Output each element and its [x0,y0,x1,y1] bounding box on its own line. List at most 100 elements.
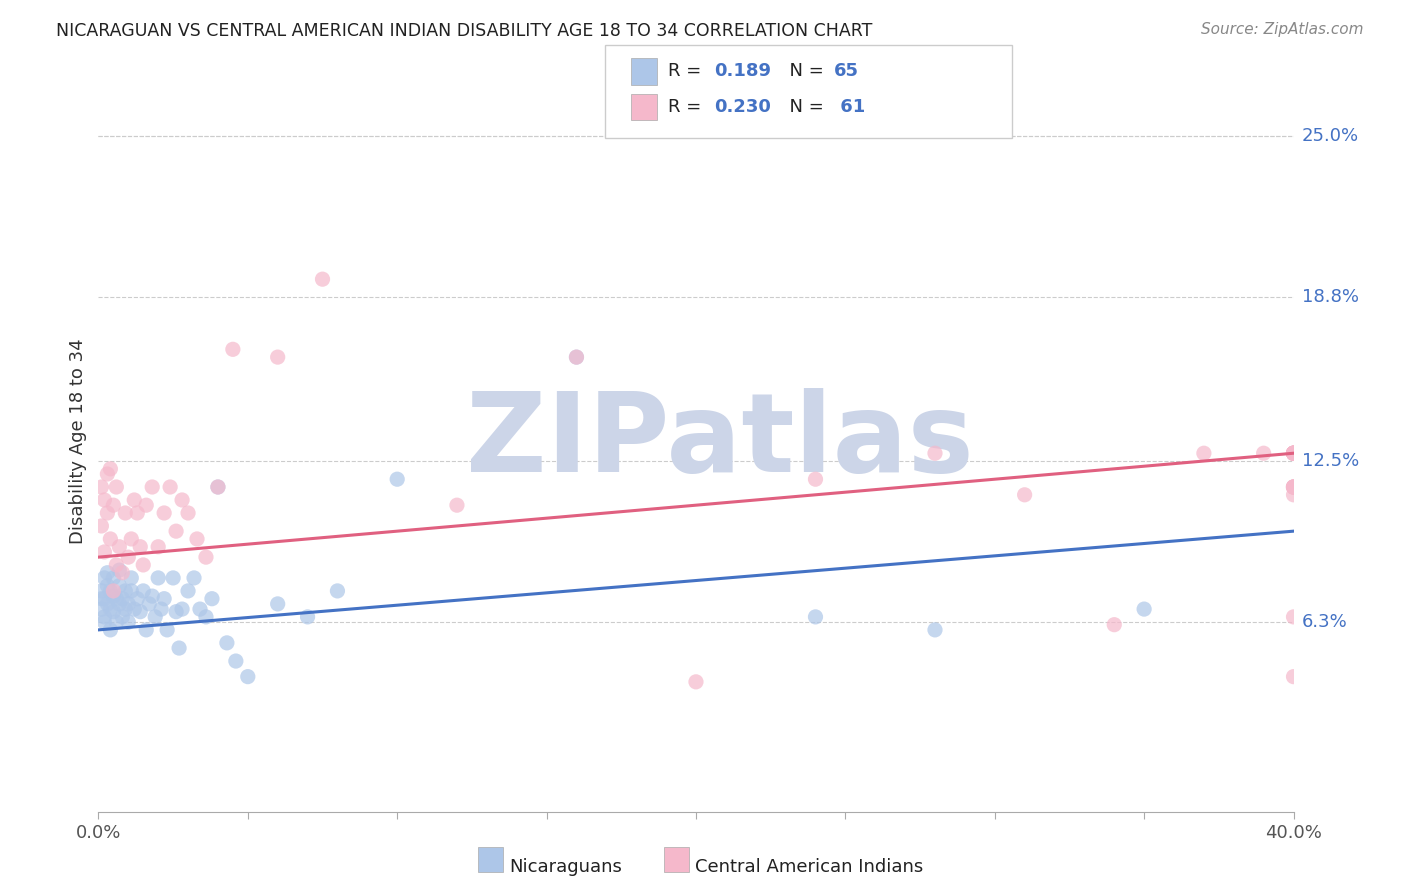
Point [1282,480,1305,494]
Point [201,591,224,606]
Point [105,480,128,494]
Point [195,550,218,565]
Point [1282,446,1305,460]
Point [1133,602,1156,616]
Point [120,583,142,598]
Point [326,583,349,598]
Point [96,597,118,611]
Point [172,493,194,508]
Point [685,674,707,689]
Point [103,498,125,512]
Point [1282,480,1305,494]
Point [195,610,218,624]
Point [96,506,118,520]
Point [135,623,157,637]
Y-axis label: Disability Age 18 to 34: Disability Age 18 to 34 [69,339,87,544]
Point [120,571,142,585]
Point [103,583,125,598]
Text: 12.5%: 12.5% [1302,452,1360,470]
Point [129,605,152,619]
Point [114,506,136,520]
Point [111,566,134,580]
Point [90,583,112,598]
Point [162,571,184,585]
Point [1282,446,1305,460]
Point [141,480,163,494]
Text: R =: R = [668,98,707,116]
Point [96,579,118,593]
Text: NICARAGUAN VS CENTRAL AMERICAN INDIAN DISABILITY AGE 18 TO 34 CORRELATION CHART: NICARAGUAN VS CENTRAL AMERICAN INDIAN DI… [56,22,873,40]
Point [98,532,122,546]
Point [297,610,319,624]
Point [167,641,190,656]
Point [153,506,176,520]
Point [924,446,946,460]
Point [93,615,115,629]
Point [93,610,115,624]
Point [1014,488,1036,502]
Point [1253,446,1275,460]
Text: 65: 65 [834,62,859,80]
Point [311,272,333,286]
Point [1282,446,1305,460]
Point [90,480,112,494]
Point [105,615,128,629]
Point [565,350,588,364]
Text: ZIPatlas: ZIPatlas [465,388,974,495]
Point [222,343,245,357]
Point [165,605,187,619]
Point [117,597,139,611]
Point [129,540,152,554]
Point [1192,446,1215,460]
Point [1282,670,1305,684]
Point [93,571,115,585]
Point [446,498,468,512]
Point [188,602,211,616]
Point [1282,446,1305,460]
Point [172,602,194,616]
Point [103,571,125,585]
Point [1282,480,1305,494]
Text: 61: 61 [834,98,865,116]
Point [111,610,134,624]
Point [1282,446,1305,460]
Text: 18.8%: 18.8% [1302,288,1358,306]
Point [1282,446,1305,460]
Point [103,589,125,603]
Text: Source: ZipAtlas.com: Source: ZipAtlas.com [1201,22,1364,37]
Point [93,545,115,559]
Point [565,350,588,364]
Point [177,583,200,598]
Point [183,571,205,585]
Point [117,615,139,629]
Point [804,472,827,486]
Point [1282,610,1305,624]
Point [150,602,173,616]
Point [1282,446,1305,460]
Point [98,623,122,637]
Point [165,524,187,538]
Point [117,550,139,565]
Point [108,597,131,611]
Point [90,602,112,616]
Point [156,623,179,637]
Point [105,558,128,572]
Point [924,623,946,637]
Point [111,591,134,606]
Point [159,480,181,494]
Point [143,610,166,624]
Point [225,654,247,668]
Point [90,591,112,606]
Point [148,571,170,585]
Point [124,602,146,616]
Text: 0.189: 0.189 [714,62,772,80]
Point [1282,446,1305,460]
Point [98,583,122,598]
Point [108,540,131,554]
Text: R =: R = [668,62,707,80]
Text: N =: N = [778,98,830,116]
Point [93,493,115,508]
Point [1282,480,1305,494]
Point [148,540,170,554]
Point [1282,480,1305,494]
